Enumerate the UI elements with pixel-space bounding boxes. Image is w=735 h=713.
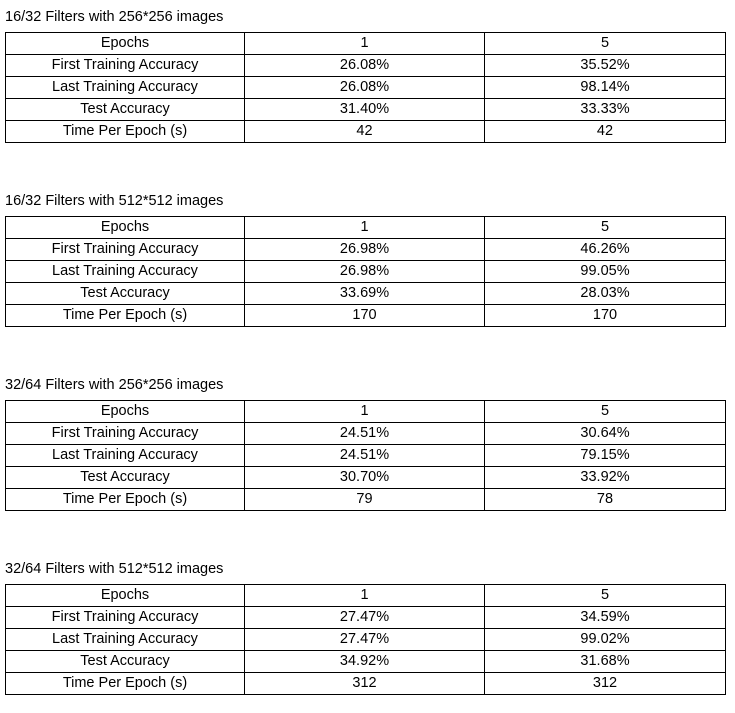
results-section-2: 16/32 Filters with 512*512 images Epochs…	[5, 192, 726, 327]
section-title: 32/64 Filters with 256*256 images	[5, 377, 224, 393]
section-title: 32/64 Filters with 512*512 images	[5, 561, 224, 577]
table-cell: 99.05%	[484, 260, 726, 283]
row-label: Test Accuracy	[5, 282, 245, 305]
column-header-epochs-1: 1	[244, 32, 485, 55]
table-cell: 170	[244, 304, 485, 327]
row-label: First Training Accuracy	[5, 422, 245, 445]
row-label: Last Training Accuracy	[5, 444, 245, 467]
column-header-epochs-5: 5	[484, 32, 726, 55]
row-label: Test Accuracy	[5, 650, 245, 673]
table-cell: 26.98%	[244, 260, 485, 283]
results-table: Epochs 1 5 First Training Accuracy 27.47…	[5, 584, 726, 695]
table-cell: 312	[484, 672, 726, 695]
table-row-time-per-epoch: Time Per Epoch (s) 79 78	[5, 488, 726, 511]
row-label: Epochs	[5, 216, 245, 239]
results-table: Epochs 1 5 First Training Accuracy 24.51…	[5, 400, 726, 511]
row-label: Last Training Accuracy	[5, 76, 245, 99]
results-section-3: 32/64 Filters with 256*256 images Epochs…	[5, 376, 726, 511]
column-header-epochs-1: 1	[244, 216, 485, 239]
table-cell: 33.33%	[484, 98, 726, 121]
table-cell: 24.51%	[244, 422, 485, 445]
table-row-test-accuracy: Test Accuracy 30.70% 33.92%	[5, 466, 726, 489]
table-row-time-per-epoch: Time Per Epoch (s) 312 312	[5, 672, 726, 695]
table-cell: 78	[484, 488, 726, 511]
table-cell: 34.59%	[484, 606, 726, 629]
results-section-4: 32/64 Filters with 512*512 images Epochs…	[5, 560, 726, 695]
table-row-epochs: Epochs 1 5	[5, 400, 726, 423]
table-row-first-training-accuracy: First Training Accuracy 27.47% 34.59%	[5, 606, 726, 629]
table-cell: 26.98%	[244, 238, 485, 261]
row-label: Test Accuracy	[5, 466, 245, 489]
table-row-first-training-accuracy: First Training Accuracy 26.08% 35.52%	[5, 54, 726, 77]
row-label: Test Accuracy	[5, 98, 245, 121]
table-cell: 24.51%	[244, 444, 485, 467]
table-row-test-accuracy: Test Accuracy 33.69% 28.03%	[5, 282, 726, 305]
table-cell: 79.15%	[484, 444, 726, 467]
table-row-epochs: Epochs 1 5	[5, 216, 726, 239]
table-row-test-accuracy: Test Accuracy 31.40% 33.33%	[5, 98, 726, 121]
table-row-time-per-epoch: Time Per Epoch (s) 42 42	[5, 120, 726, 143]
table-cell: 27.47%	[244, 628, 485, 651]
table-cell: 34.92%	[244, 650, 485, 673]
column-header-epochs-5: 5	[484, 584, 726, 607]
table-row-last-training-accuracy: Last Training Accuracy 26.08% 98.14%	[5, 76, 726, 99]
table-row-last-training-accuracy: Last Training Accuracy 26.98% 99.05%	[5, 260, 726, 283]
row-label: Time Per Epoch (s)	[5, 120, 245, 143]
table-row-last-training-accuracy: Last Training Accuracy 24.51% 79.15%	[5, 444, 726, 467]
table-cell: 28.03%	[484, 282, 726, 305]
table-row-epochs: Epochs 1 5	[5, 32, 726, 55]
row-label: First Training Accuracy	[5, 606, 245, 629]
row-label: Epochs	[5, 584, 245, 607]
table-cell: 42	[484, 120, 726, 143]
row-label: Last Training Accuracy	[5, 628, 245, 651]
column-header-epochs-1: 1	[244, 400, 485, 423]
table-cell: 30.64%	[484, 422, 726, 445]
row-label: Time Per Epoch (s)	[5, 304, 245, 327]
row-label: Last Training Accuracy	[5, 260, 245, 283]
table-cell: 35.52%	[484, 54, 726, 77]
table-cell: 26.08%	[244, 76, 485, 99]
table-row-first-training-accuracy: First Training Accuracy 26.98% 46.26%	[5, 238, 726, 261]
row-label: Time Per Epoch (s)	[5, 488, 245, 511]
table-cell: 46.26%	[484, 238, 726, 261]
section-title: 16/32 Filters with 512*512 images	[5, 193, 224, 209]
row-label: First Training Accuracy	[5, 54, 245, 77]
table-row-epochs: Epochs 1 5	[5, 584, 726, 607]
table-cell: 31.68%	[484, 650, 726, 673]
table-cell: 42	[244, 120, 485, 143]
table-row-time-per-epoch: Time Per Epoch (s) 170 170	[5, 304, 726, 327]
table-cell: 27.47%	[244, 606, 485, 629]
table-cell: 99.02%	[484, 628, 726, 651]
column-header-epochs-5: 5	[484, 400, 726, 423]
row-label: Epochs	[5, 32, 245, 55]
results-table: Epochs 1 5 First Training Accuracy 26.08…	[5, 32, 726, 143]
table-cell: 79	[244, 488, 485, 511]
table-cell: 30.70%	[244, 466, 485, 489]
column-header-epochs-5: 5	[484, 216, 726, 239]
table-cell: 33.69%	[244, 282, 485, 305]
row-label: Epochs	[5, 400, 245, 423]
table-cell: 312	[244, 672, 485, 695]
row-label: First Training Accuracy	[5, 238, 245, 261]
table-row-last-training-accuracy: Last Training Accuracy 27.47% 99.02%	[5, 628, 726, 651]
table-cell: 31.40%	[244, 98, 485, 121]
row-label: Time Per Epoch (s)	[5, 672, 245, 695]
results-table: Epochs 1 5 First Training Accuracy 26.98…	[5, 216, 726, 327]
column-header-epochs-1: 1	[244, 584, 485, 607]
section-title: 16/32 Filters with 256*256 images	[5, 9, 224, 25]
table-cell: 33.92%	[484, 466, 726, 489]
table-row-test-accuracy: Test Accuracy 34.92% 31.68%	[5, 650, 726, 673]
table-row-first-training-accuracy: First Training Accuracy 24.51% 30.64%	[5, 422, 726, 445]
results-section-1: 16/32 Filters with 256*256 images Epochs…	[5, 8, 726, 143]
table-cell: 26.08%	[244, 54, 485, 77]
table-cell: 98.14%	[484, 76, 726, 99]
table-cell: 170	[484, 304, 726, 327]
